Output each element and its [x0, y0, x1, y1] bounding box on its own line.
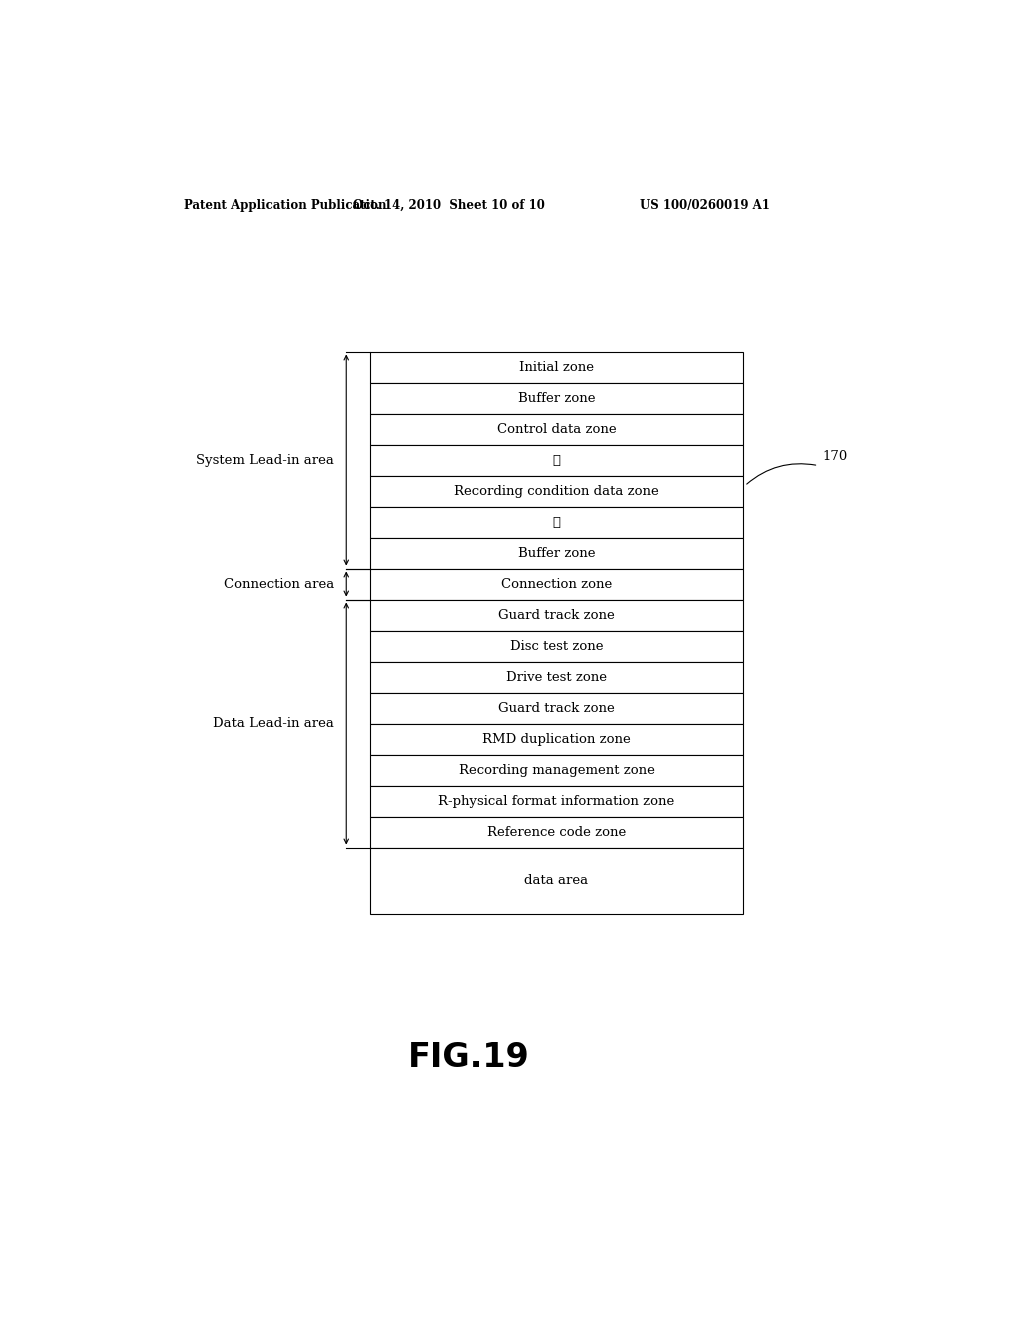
- Text: RMD duplication zone: RMD duplication zone: [482, 733, 631, 746]
- Text: Buffer zone: Buffer zone: [518, 392, 595, 404]
- Bar: [370, 661, 743, 693]
- Text: Recording management zone: Recording management zone: [459, 763, 654, 776]
- Text: R-physical format information zone: R-physical format information zone: [438, 795, 675, 808]
- Text: System Lead-in area: System Lead-in area: [197, 454, 334, 466]
- Text: Patent Application Publication: Patent Application Publication: [183, 198, 386, 211]
- Bar: [370, 631, 743, 661]
- Text: FIG.19: FIG.19: [409, 1041, 530, 1074]
- Bar: [370, 413, 743, 445]
- Bar: [370, 785, 743, 817]
- Text: Connection area: Connection area: [224, 578, 334, 590]
- Text: US 100/0260019 A1: US 100/0260019 A1: [640, 198, 770, 211]
- Text: Guard track zone: Guard track zone: [498, 701, 615, 714]
- Bar: [370, 599, 743, 631]
- Text: Oct. 14, 2010  Sheet 10 of 10: Oct. 14, 2010 Sheet 10 of 10: [353, 198, 546, 211]
- Text: Connection zone: Connection zone: [501, 578, 612, 590]
- Bar: [370, 817, 743, 847]
- Text: data area: data area: [524, 874, 589, 887]
- Text: Drive test zone: Drive test zone: [506, 671, 607, 684]
- Text: 170: 170: [822, 450, 848, 462]
- Text: Control data zone: Control data zone: [497, 422, 616, 436]
- Text: Reference code zone: Reference code zone: [487, 825, 626, 838]
- Text: Initial zone: Initial zone: [519, 360, 594, 374]
- Text: ⋮: ⋮: [553, 454, 560, 466]
- Bar: [370, 383, 743, 413]
- Bar: [370, 475, 743, 507]
- Text: Disc test zone: Disc test zone: [510, 639, 603, 652]
- Bar: [370, 755, 743, 785]
- Text: Buffer zone: Buffer zone: [518, 546, 595, 560]
- Bar: [370, 537, 743, 569]
- Text: Recording condition data zone: Recording condition data zone: [455, 484, 658, 498]
- Bar: [370, 847, 743, 913]
- Text: Data Lead-in area: Data Lead-in area: [213, 717, 334, 730]
- Text: Guard track zone: Guard track zone: [498, 609, 615, 622]
- Bar: [370, 723, 743, 755]
- Bar: [370, 507, 743, 537]
- Text: ⋮: ⋮: [553, 516, 560, 528]
- Bar: [370, 693, 743, 723]
- Bar: [370, 445, 743, 475]
- Bar: [370, 569, 743, 599]
- Bar: [370, 351, 743, 383]
